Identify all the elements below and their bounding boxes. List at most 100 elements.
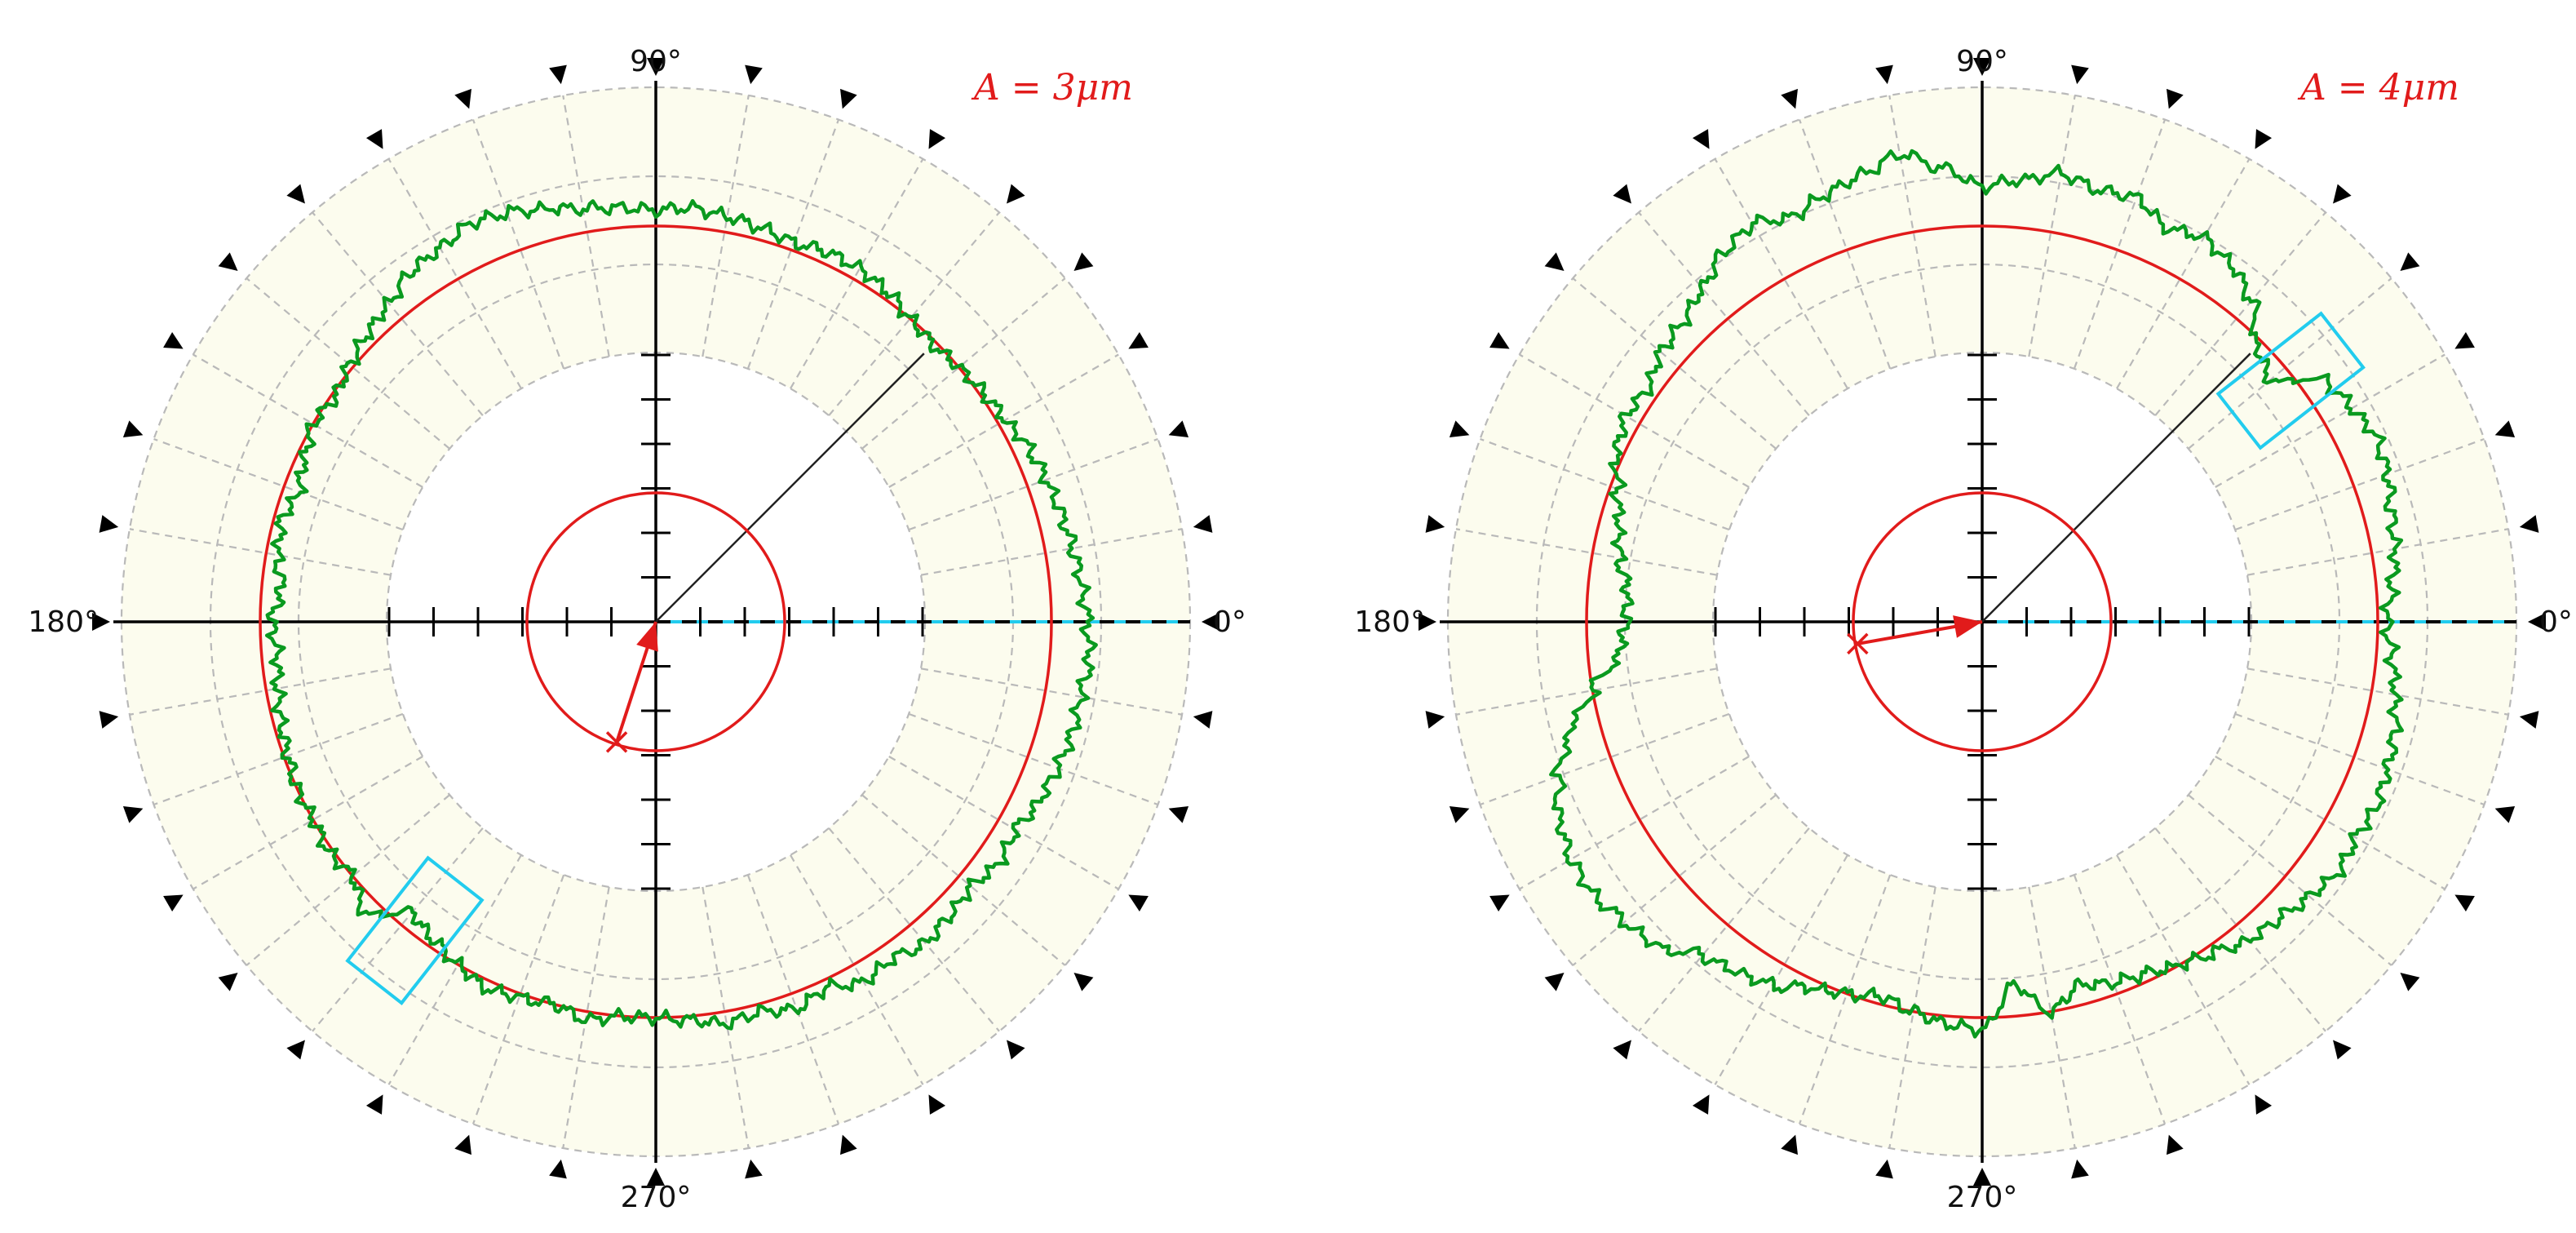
grid-spoke — [1455, 528, 1718, 576]
grid-spoke — [1888, 95, 1936, 357]
angle-marker-triangle — [365, 1094, 383, 1115]
angle-marker-triangle — [92, 613, 110, 631]
angle-marker-triangle — [1007, 184, 1025, 204]
grid-spoke — [2116, 854, 2251, 1085]
grid-spoke — [153, 437, 404, 531]
angle-marker-triangle — [2071, 64, 2089, 85]
angle-marker-triangle — [2400, 973, 2420, 991]
angle-marker-triangle — [1544, 973, 1565, 991]
angle-marker-triangle — [1973, 58, 1991, 76]
grid-spoke — [908, 437, 1158, 531]
grid-spoke — [908, 712, 1158, 806]
grid-spoke — [2116, 158, 2251, 389]
angle-marker-triangle — [1193, 515, 1213, 533]
angle-marker-triangle — [2528, 613, 2546, 631]
grid-spoke — [2215, 353, 2445, 488]
grid-spoke — [2234, 437, 2485, 531]
angle-marker-triangle — [1781, 88, 1799, 109]
angle-marker-triangle — [1449, 805, 1470, 823]
grid-spoke — [1519, 756, 1750, 890]
grid-spoke — [1519, 353, 1750, 488]
angle-marker-triangle — [99, 515, 119, 533]
angle-marker-triangle — [2519, 515, 2539, 533]
angle-marker-triangle — [454, 1134, 472, 1155]
selection-box — [2215, 311, 2366, 450]
grid-spoke — [1714, 158, 1848, 389]
angle-marker-triangle — [1202, 613, 1219, 631]
angle-marker-triangle — [163, 331, 184, 349]
angle-marker-triangle — [454, 88, 472, 109]
angle-marker-triangle — [218, 973, 238, 991]
grid-spoke — [920, 528, 1183, 576]
angle-label-0: 0° — [2539, 605, 2573, 639]
angle-marker-triangle — [1128, 331, 1149, 349]
grid-spoke — [129, 528, 392, 576]
grid-spoke — [702, 886, 750, 1149]
inner-circle — [1852, 491, 2113, 752]
angle-marker-triangle — [1007, 1040, 1025, 1060]
grid-spoke — [153, 712, 404, 806]
angle-marker-triangle — [2333, 1040, 2352, 1060]
angle-marker-triangle — [2255, 129, 2273, 149]
grid-spoke — [1714, 854, 1848, 1085]
angle-marker-triangle — [839, 88, 857, 109]
angle-marker-triangle — [1193, 711, 1213, 729]
angle-marker-triangle — [1489, 331, 1510, 349]
radial-reference-line — [1981, 353, 2251, 623]
grid-spoke — [828, 827, 1000, 1032]
grid-spoke — [920, 668, 1183, 716]
grid-spoke — [193, 756, 423, 890]
angle-label-0: 0° — [1213, 605, 1246, 639]
angle-marker-triangle — [2454, 331, 2475, 349]
grid-spoke — [1480, 437, 1730, 531]
grid-spoke — [1638, 211, 1810, 416]
center-offset-arrowhead — [636, 622, 658, 652]
angle-label-270: 270° — [621, 1181, 692, 1214]
grid-spoke — [746, 119, 840, 370]
angle-label-90: 90° — [630, 45, 682, 78]
angle-marker-triangle — [122, 805, 144, 823]
angle-label-180: 180° — [28, 605, 99, 639]
grid-spoke — [2154, 827, 2326, 1032]
grid-spoke — [2154, 211, 2326, 416]
angle-marker-triangle — [1692, 129, 1710, 149]
angle-marker-triangle — [549, 1159, 567, 1179]
angle-marker-triangle — [2454, 894, 2475, 912]
right-polar-chart: 90° 180° 0° 270° A = 4μm — [1354, 45, 2573, 1214]
angle-marker-triangle — [286, 1040, 305, 1060]
grid-spoke — [1798, 874, 1892, 1124]
angle-label-180: 180° — [1354, 605, 1425, 639]
grid-spoke — [246, 794, 450, 966]
grid-spoke — [2188, 794, 2392, 966]
grid-spoke — [2234, 712, 2485, 806]
grid-spoke — [1888, 886, 1936, 1149]
angle-marker-triangle — [745, 64, 763, 85]
grid-spoke — [2246, 528, 2509, 576]
grid-spoke — [2073, 874, 2167, 1124]
angle-marker-triangle — [218, 252, 238, 271]
grid-spoke — [387, 854, 522, 1085]
angle-label-90: 90° — [1956, 45, 2008, 78]
angle-marker-triangle — [1073, 252, 1094, 271]
center-marker — [605, 731, 628, 753]
angle-marker-triangle — [1168, 420, 1189, 438]
angle-marker-triangle — [122, 420, 144, 438]
angle-marker-triangle — [2494, 805, 2516, 823]
angle-marker-triangle — [163, 894, 184, 912]
grid-spoke — [1638, 827, 1810, 1032]
inner-circle — [525, 491, 786, 752]
angle-marker-triangle — [839, 1134, 857, 1155]
angle-marker-triangle — [1781, 1134, 1799, 1155]
angle-marker-triangle — [1425, 711, 1445, 729]
angle-marker-triangle — [647, 1168, 665, 1186]
grid-spoke — [312, 827, 484, 1032]
angle-marker-triangle — [1692, 1094, 1710, 1115]
angle-marker-triangle — [2166, 88, 2184, 109]
angle-marker-triangle — [1449, 420, 1470, 438]
center-offset-arrowhead — [1953, 615, 1982, 638]
angle-marker-triangle — [2255, 1094, 2273, 1115]
grid-spoke — [1480, 712, 1730, 806]
angle-marker-triangle — [1128, 894, 1149, 912]
grid-spoke — [1572, 794, 1777, 966]
